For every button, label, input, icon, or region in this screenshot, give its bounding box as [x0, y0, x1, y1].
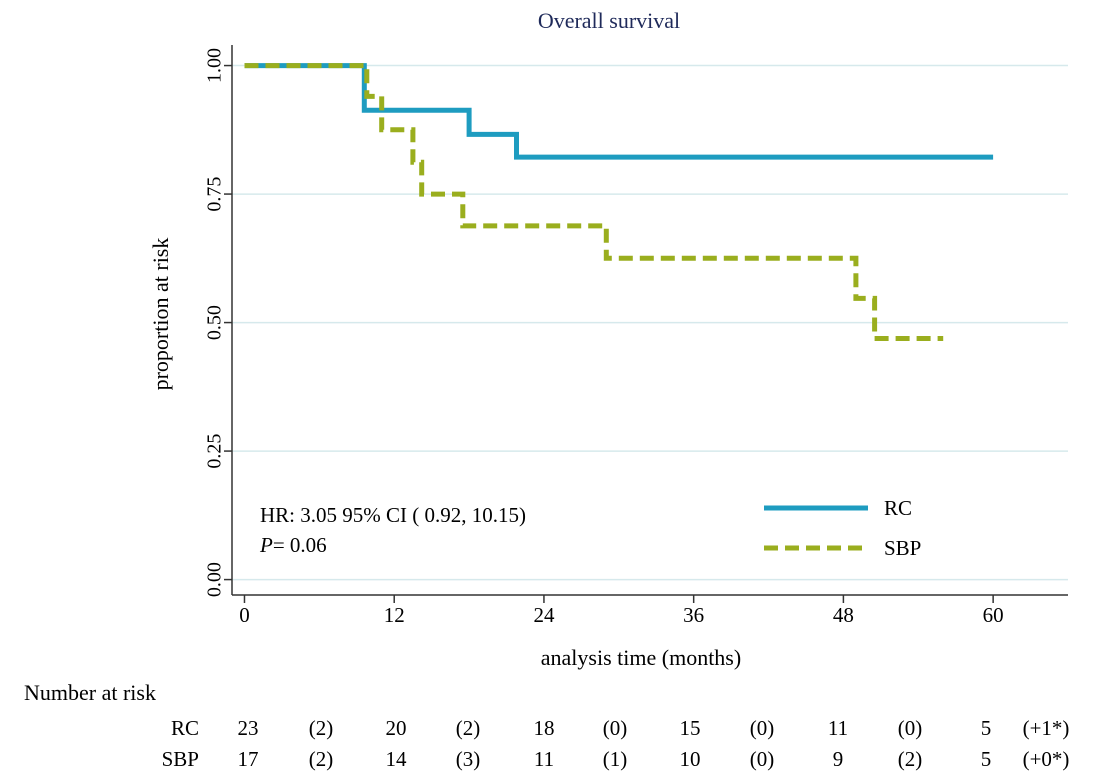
risk-cell: (2) — [309, 716, 334, 740]
risk-cell: (3) — [456, 747, 481, 771]
chart-title: Overall survival — [538, 8, 680, 33]
series-line-sbp — [244, 63, 944, 341]
y-tick-label: 0.50 — [204, 305, 226, 340]
legend-label-sbp: SBP — [884, 536, 921, 560]
risk-cell: 23 — [238, 716, 259, 740]
risk-cell: (0) — [750, 747, 775, 771]
y-tick-label: 0.75 — [204, 177, 226, 212]
y-tick-label: 0.25 — [204, 434, 226, 469]
risk-cell: (2) — [898, 747, 923, 771]
p-value-annotation: P= 0.06 — [259, 533, 327, 557]
risk-row-label: RC — [171, 716, 199, 740]
risk-cell: 5 — [981, 747, 992, 771]
x-axis-label: analysis time (months) — [541, 645, 741, 670]
y-tick-label: 1.00 — [204, 48, 226, 83]
p-value: = 0.06 — [273, 533, 327, 557]
risk-cell: 5 — [981, 716, 992, 740]
risk-cell: 10 — [680, 747, 701, 771]
risk-cell: (+1*) — [1023, 716, 1070, 740]
x-axis-ticks: 0 12 24 36 48 60 — [239, 595, 1004, 627]
risk-cell: (0) — [603, 716, 628, 740]
risk-cell: (+0*) — [1023, 747, 1070, 771]
p-label: P — [259, 533, 273, 557]
series-line-rc — [244, 63, 994, 160]
risk-cell: 15 — [680, 716, 701, 740]
hr-annotation: HR: 3.05 95% CI ( 0.92, 10.15) — [260, 503, 526, 527]
risk-cell: 11 — [828, 716, 848, 740]
x-tick-label: 60 — [983, 603, 1004, 627]
x-tick-label: 36 — [683, 603, 704, 627]
risk-cell: (2) — [456, 716, 481, 740]
series-lines — [244, 63, 994, 341]
risk-table-title: Number at risk — [24, 680, 156, 705]
y-axis-ticks: 0.00 0.25 0.50 0.75 1.00 — [204, 48, 232, 597]
risk-cell: (0) — [750, 716, 775, 740]
x-tick-label: 24 — [533, 603, 555, 627]
risk-cell: (0) — [898, 716, 923, 740]
risk-cell: 11 — [534, 747, 554, 771]
x-tick-label: 0 — [239, 603, 250, 627]
risk-cell: 20 — [386, 716, 407, 740]
risk-cell: 14 — [386, 747, 408, 771]
axes — [231, 45, 1068, 596]
risk-table: RC 23 (2) 20 (2) 18 (0) 15 (0) 11 (0) 5 (+1*) SBP 17 (2… — [162, 716, 1070, 771]
risk-cell: 9 — [833, 747, 844, 771]
grid-lines — [232, 64, 1068, 581]
x-tick-label: 48 — [833, 603, 854, 627]
legend: RC SBP — [764, 496, 921, 560]
risk-cell: 18 — [534, 716, 555, 740]
risk-row-label: SBP — [162, 747, 199, 771]
y-axis-label: proportion at risk — [148, 238, 173, 391]
risk-cell: 17 — [238, 747, 259, 771]
risk-cell: (2) — [309, 747, 334, 771]
x-tick-label: 12 — [384, 603, 405, 627]
legend-label-rc: RC — [884, 496, 912, 520]
risk-cell: (1) — [603, 747, 628, 771]
y-tick-label: 0.00 — [204, 562, 226, 597]
